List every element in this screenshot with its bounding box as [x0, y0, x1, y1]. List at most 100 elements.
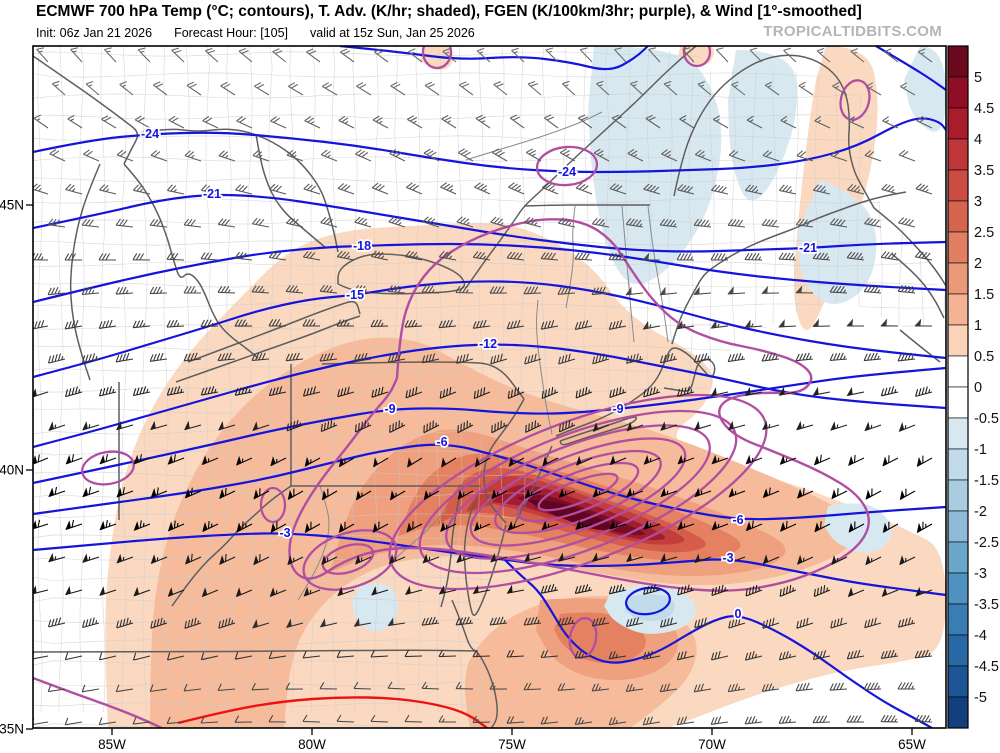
wind-barb — [167, 454, 185, 465]
wind-barb — [64, 717, 83, 726]
colorbar-segment — [947, 665, 969, 698]
wind-barb — [731, 81, 746, 96]
wind-barb — [137, 47, 151, 63]
wind-barb — [389, 420, 406, 433]
wind-barb — [405, 386, 423, 399]
fgen-core-contour — [516, 461, 640, 523]
wind-barb — [47, 353, 66, 364]
wind-barb — [608, 651, 627, 660]
wind-barb — [65, 585, 83, 596]
wind-barb — [150, 617, 168, 629]
wind-barb — [423, 148, 440, 162]
temp-contour — [33, 280, 946, 379]
colorbar-tick-label: 1.5 — [974, 287, 994, 303]
temp-contour-closed — [625, 586, 671, 616]
wind-barb — [884, 48, 899, 63]
wind-barb — [591, 217, 610, 228]
wind-barb — [608, 717, 627, 726]
colorbar-segment — [947, 262, 969, 295]
coastline — [33, 649, 479, 653]
colorbar-tick-label: -2 — [974, 504, 987, 520]
wind-barb — [795, 285, 814, 294]
wind-barb — [677, 454, 695, 465]
wind-barb — [406, 521, 423, 533]
wind-barb — [746, 115, 763, 129]
wind-barb — [574, 584, 593, 594]
wind-barb — [33, 585, 49, 595]
wind-barb — [387, 681, 406, 690]
wind-barb — [710, 253, 729, 261]
wind-barb — [557, 286, 576, 295]
wind-barb — [476, 47, 491, 63]
wind-barb — [643, 455, 661, 465]
wind-barb — [356, 82, 372, 96]
wind-barb — [574, 252, 593, 261]
wind-barb — [864, 150, 882, 162]
wind-barb — [217, 683, 236, 692]
wind-barb — [506, 251, 525, 261]
wind-barb — [864, 421, 882, 432]
wind-barb — [438, 250, 457, 261]
colorbar-segment — [947, 45, 969, 78]
contour-label: -24 — [141, 127, 159, 141]
wind-barb — [642, 252, 661, 261]
wind-barb — [115, 286, 134, 295]
wind-barb — [829, 352, 848, 362]
wind-barb — [762, 554, 780, 565]
fgen-core-contour — [469, 437, 687, 547]
coastline — [671, 191, 907, 345]
fgen-contour — [421, 46, 453, 70]
wind-barb — [899, 488, 916, 500]
wind-barb — [285, 682, 304, 690]
wind-barb — [795, 352, 814, 362]
wind-barb — [625, 683, 644, 692]
wind-barb — [64, 253, 82, 261]
wind-barb — [49, 149, 66, 162]
wind-barb — [371, 386, 389, 398]
wind-barb — [219, 553, 236, 565]
wind-barb — [65, 454, 83, 465]
wind-barb — [33, 454, 49, 465]
wind-barb — [184, 420, 202, 431]
wind-barb — [574, 650, 593, 659]
wind-barb — [98, 386, 117, 397]
wind-barb — [336, 714, 355, 723]
wind-barb — [796, 420, 814, 431]
wind-barb — [370, 250, 389, 261]
wind-barb — [251, 682, 270, 691]
wind-barb — [609, 183, 627, 195]
wind-barb — [524, 217, 542, 228]
wind-barb — [185, 553, 202, 565]
wind-barb — [82, 553, 100, 563]
wind-barb — [269, 587, 287, 597]
wind-barb — [676, 716, 695, 726]
wind-barb — [320, 216, 338, 228]
wind-barb — [847, 184, 865, 195]
wind-barb — [48, 486, 66, 498]
contour-label: -15 — [346, 288, 364, 302]
wind-barb — [268, 651, 287, 660]
wind-barb — [457, 420, 474, 434]
wind-barb — [816, 47, 831, 63]
colorbar-segment — [947, 293, 969, 326]
wind-barb — [370, 714, 389, 723]
wind-barb — [591, 617, 610, 627]
colorbar-border — [947, 45, 969, 729]
wind-barb — [880, 649, 899, 659]
colorbar-segment — [947, 448, 969, 481]
wind-barb — [882, 455, 899, 467]
wind-barb — [421, 285, 440, 294]
wind-barb — [285, 284, 304, 294]
wind-barb — [338, 521, 355, 533]
wind-barb — [558, 353, 576, 365]
fgen-core-contour — [418, 409, 738, 575]
wind-barb — [150, 420, 168, 431]
wind-barb — [780, 520, 797, 532]
wind-barb — [304, 456, 321, 467]
fgen-contour — [535, 145, 599, 187]
colorbar-segment — [947, 417, 969, 450]
wind-barb — [881, 587, 899, 597]
wind-barb — [457, 148, 474, 162]
wind-barb — [812, 318, 831, 327]
axis-labels: 45N 40N 35N 85W 80W 75W 70W 65W — [0, 198, 926, 753]
